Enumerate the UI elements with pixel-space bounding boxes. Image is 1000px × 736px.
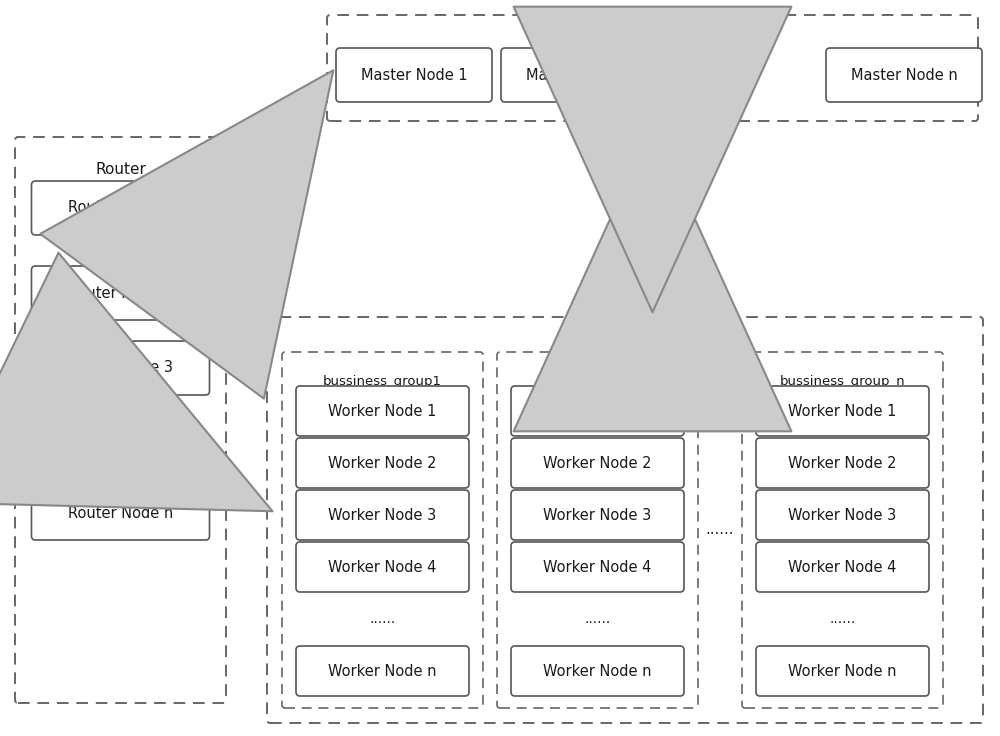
Text: Worker Node 4: Worker Node 4 (788, 559, 897, 575)
FancyBboxPatch shape (511, 490, 684, 540)
Text: bussiness_group1: bussiness_group1 (323, 375, 442, 388)
FancyBboxPatch shape (267, 317, 983, 723)
Text: ......: ...... (584, 612, 611, 626)
Text: Router: Router (95, 162, 146, 177)
Text: bussiness_group2: bussiness_group2 (538, 375, 657, 388)
Text: Worker Node 2: Worker Node 2 (328, 456, 437, 470)
FancyBboxPatch shape (511, 386, 684, 436)
FancyBboxPatch shape (32, 341, 210, 395)
FancyBboxPatch shape (296, 646, 469, 696)
Text: Worker Node 2: Worker Node 2 (543, 456, 652, 470)
Text: Worker Node 2: Worker Node 2 (788, 456, 897, 470)
Text: bussiness_group: bussiness_group (562, 342, 688, 358)
FancyBboxPatch shape (756, 542, 929, 592)
Text: ......: ...... (706, 523, 734, 537)
FancyBboxPatch shape (296, 542, 469, 592)
Text: Worker Node n: Worker Node n (788, 663, 897, 679)
Text: Worker Node 1: Worker Node 1 (328, 403, 437, 419)
FancyBboxPatch shape (756, 646, 929, 696)
FancyBboxPatch shape (756, 438, 929, 488)
Text: Router Node n: Router Node n (68, 506, 173, 520)
FancyBboxPatch shape (742, 352, 943, 708)
Text: Master Node 1: Master Node 1 (361, 68, 467, 82)
FancyBboxPatch shape (296, 386, 469, 436)
Text: ......: ...... (829, 612, 856, 626)
FancyBboxPatch shape (756, 490, 929, 540)
Text: ......: ...... (106, 436, 135, 450)
Text: ......: ...... (369, 612, 396, 626)
Text: Worker Node 3: Worker Node 3 (543, 508, 652, 523)
FancyBboxPatch shape (282, 352, 483, 708)
FancyBboxPatch shape (32, 266, 210, 320)
Text: Router Node 3: Router Node 3 (68, 361, 173, 375)
Text: Worker Node 3: Worker Node 3 (328, 508, 437, 523)
FancyBboxPatch shape (511, 646, 684, 696)
Text: bussiness_group_n: bussiness_group_n (780, 375, 905, 388)
Text: ......: ...... (706, 68, 734, 82)
FancyBboxPatch shape (756, 386, 929, 436)
Text: Worker Node 1: Worker Node 1 (543, 403, 652, 419)
FancyBboxPatch shape (327, 15, 978, 121)
FancyBboxPatch shape (15, 137, 226, 703)
Text: Worker Node 4: Worker Node 4 (543, 559, 652, 575)
FancyBboxPatch shape (296, 490, 469, 540)
FancyBboxPatch shape (336, 48, 492, 102)
Text: Router Node 1: Router Node 1 (68, 200, 173, 216)
Text: Master: Master (626, 33, 679, 48)
FancyBboxPatch shape (511, 542, 684, 592)
FancyBboxPatch shape (32, 486, 210, 540)
FancyBboxPatch shape (32, 181, 210, 235)
Text: Worker Node n: Worker Node n (543, 663, 652, 679)
Text: Router Node 2: Router Node 2 (68, 286, 173, 300)
Text: Worker Node 4: Worker Node 4 (328, 559, 437, 575)
Text: Worker Node 3: Worker Node 3 (788, 508, 897, 523)
FancyBboxPatch shape (501, 48, 657, 102)
Text: Worker Node n: Worker Node n (328, 663, 437, 679)
FancyBboxPatch shape (826, 48, 982, 102)
FancyBboxPatch shape (511, 438, 684, 488)
Text: Worker Node 1: Worker Node 1 (788, 403, 897, 419)
FancyBboxPatch shape (497, 352, 698, 708)
FancyBboxPatch shape (296, 438, 469, 488)
Text: Master Node n: Master Node n (851, 68, 957, 82)
Text: Master Node 2: Master Node 2 (526, 68, 632, 82)
